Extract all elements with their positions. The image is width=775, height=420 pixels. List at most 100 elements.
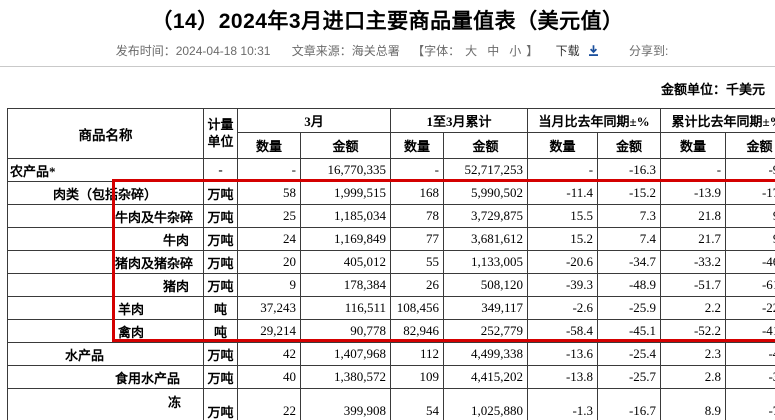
cumulative-yoy-qty-cell: 8.9 xyxy=(660,388,727,420)
cumulative-yoy-qty-cell: -13.9 xyxy=(660,181,727,205)
table-body: 农产品* - - 16,770,335 - 52,717,253 - -16.3… xyxy=(7,158,775,420)
march-amt-cell: 90,778 xyxy=(299,319,392,343)
unit-cell: 万吨 xyxy=(203,273,238,297)
download-icon[interactable] xyxy=(587,44,600,60)
header-group-march: 3月 xyxy=(236,108,392,133)
cumulative-amt-cell: 3,729,875 xyxy=(443,204,529,228)
march-amt-cell: 1,999,515 xyxy=(299,181,392,205)
month-yoy-amt-cell: -16.7 xyxy=(597,388,662,420)
commodity-cell: 禽肉 xyxy=(7,319,204,343)
march-qty-cell: 29,214 xyxy=(237,319,301,343)
month-yoy-qty-cell: 15.5 xyxy=(527,204,599,228)
march-qty-cell: 22 xyxy=(237,388,301,420)
divider-line xyxy=(0,66,775,67)
commodity-cell: 食用水产品 xyxy=(7,365,204,389)
table-row: 猪肉及猪杂碎 万吨 20 405,012 55 1,133,005 -20.6 … xyxy=(7,250,775,274)
cumulative-qty-cell: 77 xyxy=(390,227,445,251)
cumulative-yoy-qty-cell: -51.7 xyxy=(660,273,727,297)
cumulative-yoy-amt-cell: -61.5 xyxy=(725,273,775,297)
header-amt-4: 金额 xyxy=(725,132,775,159)
month-yoy-qty-cell: -11.4 xyxy=(527,181,599,205)
table-row: 农产品* - - 16,770,335 - 52,717,253 - -16.3… xyxy=(7,158,775,182)
meta-bar: 发布时间：2024-04-18 10:31 文章来源：海关总署 【字体： 大中小】… xyxy=(0,42,775,60)
march-qty-cell: 20 xyxy=(237,250,301,274)
cumulative-yoy-amt-cell: -9.9 xyxy=(725,158,775,182)
table-row: 猪肉 万吨 9 178,384 26 508,120 -39.3 -48.9 -… xyxy=(7,273,775,297)
cumulative-yoy-qty-cell: 2.8 xyxy=(660,365,727,389)
cumulative-amt-cell: 508,120 xyxy=(443,273,529,297)
month-yoy-amt-cell: -25.4 xyxy=(597,342,662,366)
header-group-jan-mar-cumulative: 1至3月累计 xyxy=(390,108,529,133)
cumulative-qty-cell: 168 xyxy=(390,181,445,205)
month-yoy-qty-cell: -20.6 xyxy=(527,250,599,274)
march-amt-cell: 1,169,849 xyxy=(299,227,392,251)
cumulative-yoy-amt-cell: -3.8 xyxy=(725,365,775,389)
download-button[interactable]: 下载 xyxy=(555,44,580,58)
cumulative-yoy-qty-cell: 21.7 xyxy=(660,227,727,251)
header-measure-unit: 计量 单位 xyxy=(203,108,238,159)
cumulative-yoy-qty-cell: - xyxy=(660,158,727,182)
unit-cell: 万吨 xyxy=(203,365,238,389)
cumulative-qty-cell: 26 xyxy=(390,273,445,297)
header-amt-3: 金额 xyxy=(597,132,662,159)
month-yoy-amt-cell: -25.9 xyxy=(597,296,662,320)
cumulative-amt-cell: 3,681,612 xyxy=(443,227,529,251)
commodity-table-wrap: 商品名称 计量 单位 3月 1至3月累计 当月比去年同期±% 累计比去年同期±% … xyxy=(7,108,775,420)
march-qty-cell: 25 xyxy=(237,204,301,228)
march-amt-cell: 1,185,034 xyxy=(299,204,392,228)
march-amt-cell: 1,407,968 xyxy=(299,342,392,366)
month-yoy-amt-cell: 7.3 xyxy=(597,204,662,228)
font-size-medium[interactable]: 中 xyxy=(487,44,500,58)
commodity-cell: 猪肉及猪杂碎 xyxy=(7,250,204,274)
cumulative-qty-cell: 78 xyxy=(390,204,445,228)
table-header: 商品名称 计量 单位 3月 1至3月累计 当月比去年同期±% 累计比去年同期±% … xyxy=(7,108,775,159)
header-commodity-name: 商品名称 xyxy=(7,108,204,159)
march-qty-cell: 37,243 xyxy=(237,296,301,320)
header-qty-1: 数量 xyxy=(237,132,301,159)
month-yoy-amt-cell: -34.7 xyxy=(597,250,662,274)
commodity-cell: 牛肉及牛杂碎 xyxy=(7,204,204,228)
font-size-large[interactable]: 大 xyxy=(465,44,478,58)
month-yoy-qty-cell: -13.8 xyxy=(527,365,599,389)
cumulative-qty-cell: 54 xyxy=(390,388,445,420)
cumulative-yoy-amt-cell: -17.9 xyxy=(725,181,775,205)
cumulative-qty-cell: 55 xyxy=(390,250,445,274)
table-row: 冻 万吨 22 399,908 54 1,025,880 -1.3 -16.7 … xyxy=(7,388,775,420)
table-row: 食用水产品 万吨 40 1,380,572 109 4,415,202 -13.… xyxy=(7,365,775,389)
unit-cell: 万吨 xyxy=(203,342,238,366)
cumulative-yoy-amt-cell: -4.0 xyxy=(725,342,775,366)
march-amt-cell: 1,380,572 xyxy=(299,365,392,389)
table-row: 禽肉 吨 29,214 90,778 82,946 252,779 -58.4 … xyxy=(7,319,775,343)
cumulative-amt-cell: 52,717,253 xyxy=(443,158,529,182)
cumulative-amt-cell: 4,499,338 xyxy=(443,342,529,366)
cumulative-qty-cell: 82,946 xyxy=(390,319,445,343)
font-size-small[interactable]: 小 xyxy=(509,44,522,58)
unit-cell: 万吨 xyxy=(203,227,238,251)
month-yoy-amt-cell: -25.7 xyxy=(597,365,662,389)
header-group-cumulative-yoy: 累计比去年同期±% xyxy=(660,108,775,133)
month-yoy-qty-cell: -58.4 xyxy=(527,319,599,343)
commodity-cell: 冻 xyxy=(7,388,204,420)
header-amt-2: 金额 xyxy=(443,132,529,159)
cumulative-yoy-qty-cell: 2.2 xyxy=(660,296,727,320)
cumulative-yoy-qty-cell: 21.8 xyxy=(660,204,727,228)
cumulative-amt-cell: 4,415,202 xyxy=(443,365,529,389)
header-qty-2: 数量 xyxy=(390,132,445,159)
cumulative-yoy-amt-cell: 9.2 xyxy=(725,204,775,228)
march-qty-cell: 24 xyxy=(237,227,301,251)
month-yoy-qty-cell: -13.6 xyxy=(527,342,599,366)
unit-cell: 万吨 xyxy=(203,181,238,205)
march-amt-cell: 16,770,335 xyxy=(299,158,392,182)
unit-cell: - xyxy=(203,158,238,182)
header-group-month-yoy: 当月比去年同期±% xyxy=(527,108,662,133)
table-row: 水产品 万吨 42 1,407,968 112 4,499,338 -13.6 … xyxy=(7,342,775,366)
unit-cell: 万吨 xyxy=(203,388,238,420)
month-yoy-amt-cell: -45.1 xyxy=(597,319,662,343)
share-label: 分享到: xyxy=(628,44,669,58)
commodity-cell: 猪肉 xyxy=(7,273,204,297)
cumulative-amt-cell: 349,117 xyxy=(443,296,529,320)
march-qty-cell: 42 xyxy=(237,342,301,366)
header-unit-line1: 计量 xyxy=(207,117,234,133)
commodity-cell: 肉类（包括杂碎） xyxy=(7,181,204,205)
